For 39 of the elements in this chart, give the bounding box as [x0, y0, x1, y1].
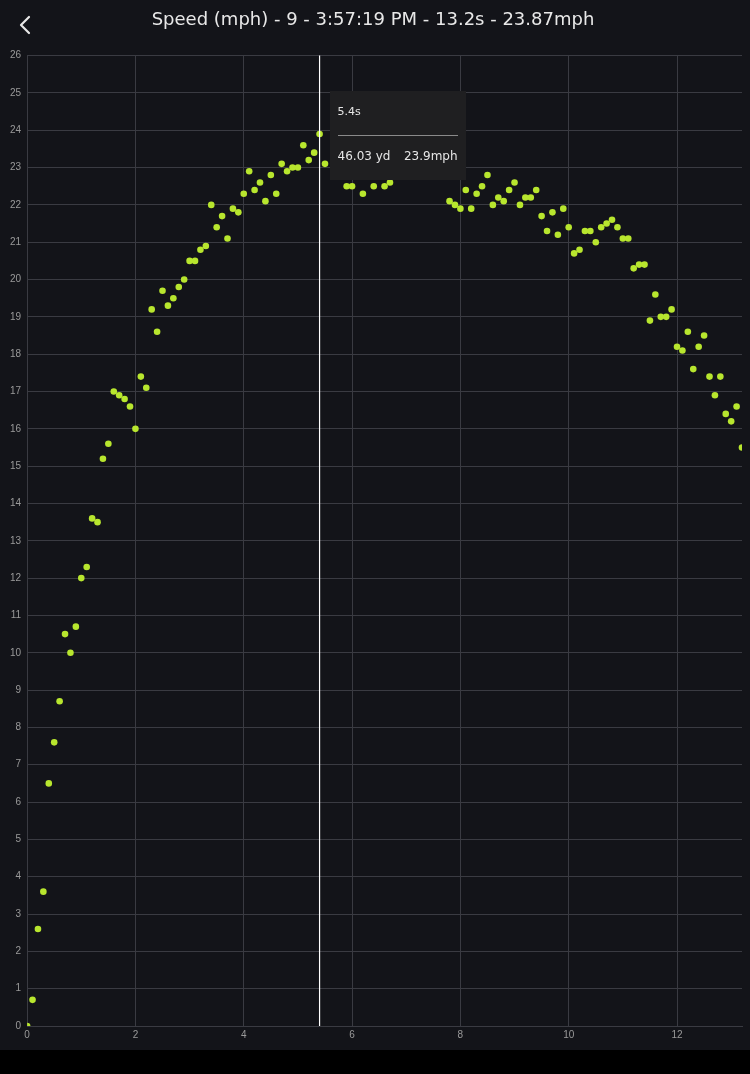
x-tick-label: 6: [349, 1028, 356, 1040]
y-tick-label: 19: [10, 310, 22, 322]
y-tick-label: 4: [15, 870, 22, 882]
y-tick-label: 25: [10, 86, 22, 98]
x-tick-label: 4: [240, 1028, 247, 1040]
y-tick-label: 7: [15, 758, 22, 770]
y-tick-label: 6: [15, 795, 22, 807]
x-tick-label: 10: [563, 1028, 575, 1040]
y-tick-label: 2: [15, 945, 22, 957]
y-tick-label: 3: [15, 907, 22, 919]
annotation: 23.9mph: [403, 147, 458, 165]
x-tick-label: 0: [24, 1028, 31, 1040]
annotation: 5.4s: [337, 90, 458, 136]
y-tick-label: 17: [10, 385, 22, 397]
y-tick-label: 0: [15, 1019, 22, 1031]
y-tick-label: 21: [10, 235, 22, 247]
y-tick-label: 26: [10, 49, 22, 61]
y-tick-label: 9: [15, 683, 22, 695]
annotation: 46.03 yd: [337, 147, 391, 165]
y-tick-label: 12: [10, 571, 22, 583]
y-tick-label: 23: [10, 161, 22, 173]
tooltip-card: 5.4s 46.03 yd 23.9mph: [329, 90, 466, 180]
x-tick-label: 12: [671, 1028, 684, 1040]
y-tick-label: 14: [10, 497, 22, 509]
y-tick-label: 22: [10, 198, 22, 210]
y-tick-label: 10: [10, 646, 22, 658]
y-tick-label: 20: [10, 273, 22, 285]
y-tick-label: 13: [10, 534, 22, 546]
y-tick-label: 1: [15, 982, 22, 994]
y-tick-label: 15: [10, 459, 22, 471]
y-tick-label: 24: [10, 124, 22, 135]
y-tick-label: 18: [10, 347, 22, 359]
y-tick-label: 11: [10, 609, 22, 621]
x-tick-label: 8: [457, 1028, 464, 1040]
y-tick-label: 5: [15, 833, 22, 845]
y-tick-label: 8: [15, 721, 22, 733]
x-tick-label: 2: [132, 1028, 139, 1040]
y-tick-label: 16: [10, 422, 22, 434]
chart-title: Speed (mph) - 9 - 3:57:19 PM - 13.2s - 23.87mph: [151, 8, 595, 30]
